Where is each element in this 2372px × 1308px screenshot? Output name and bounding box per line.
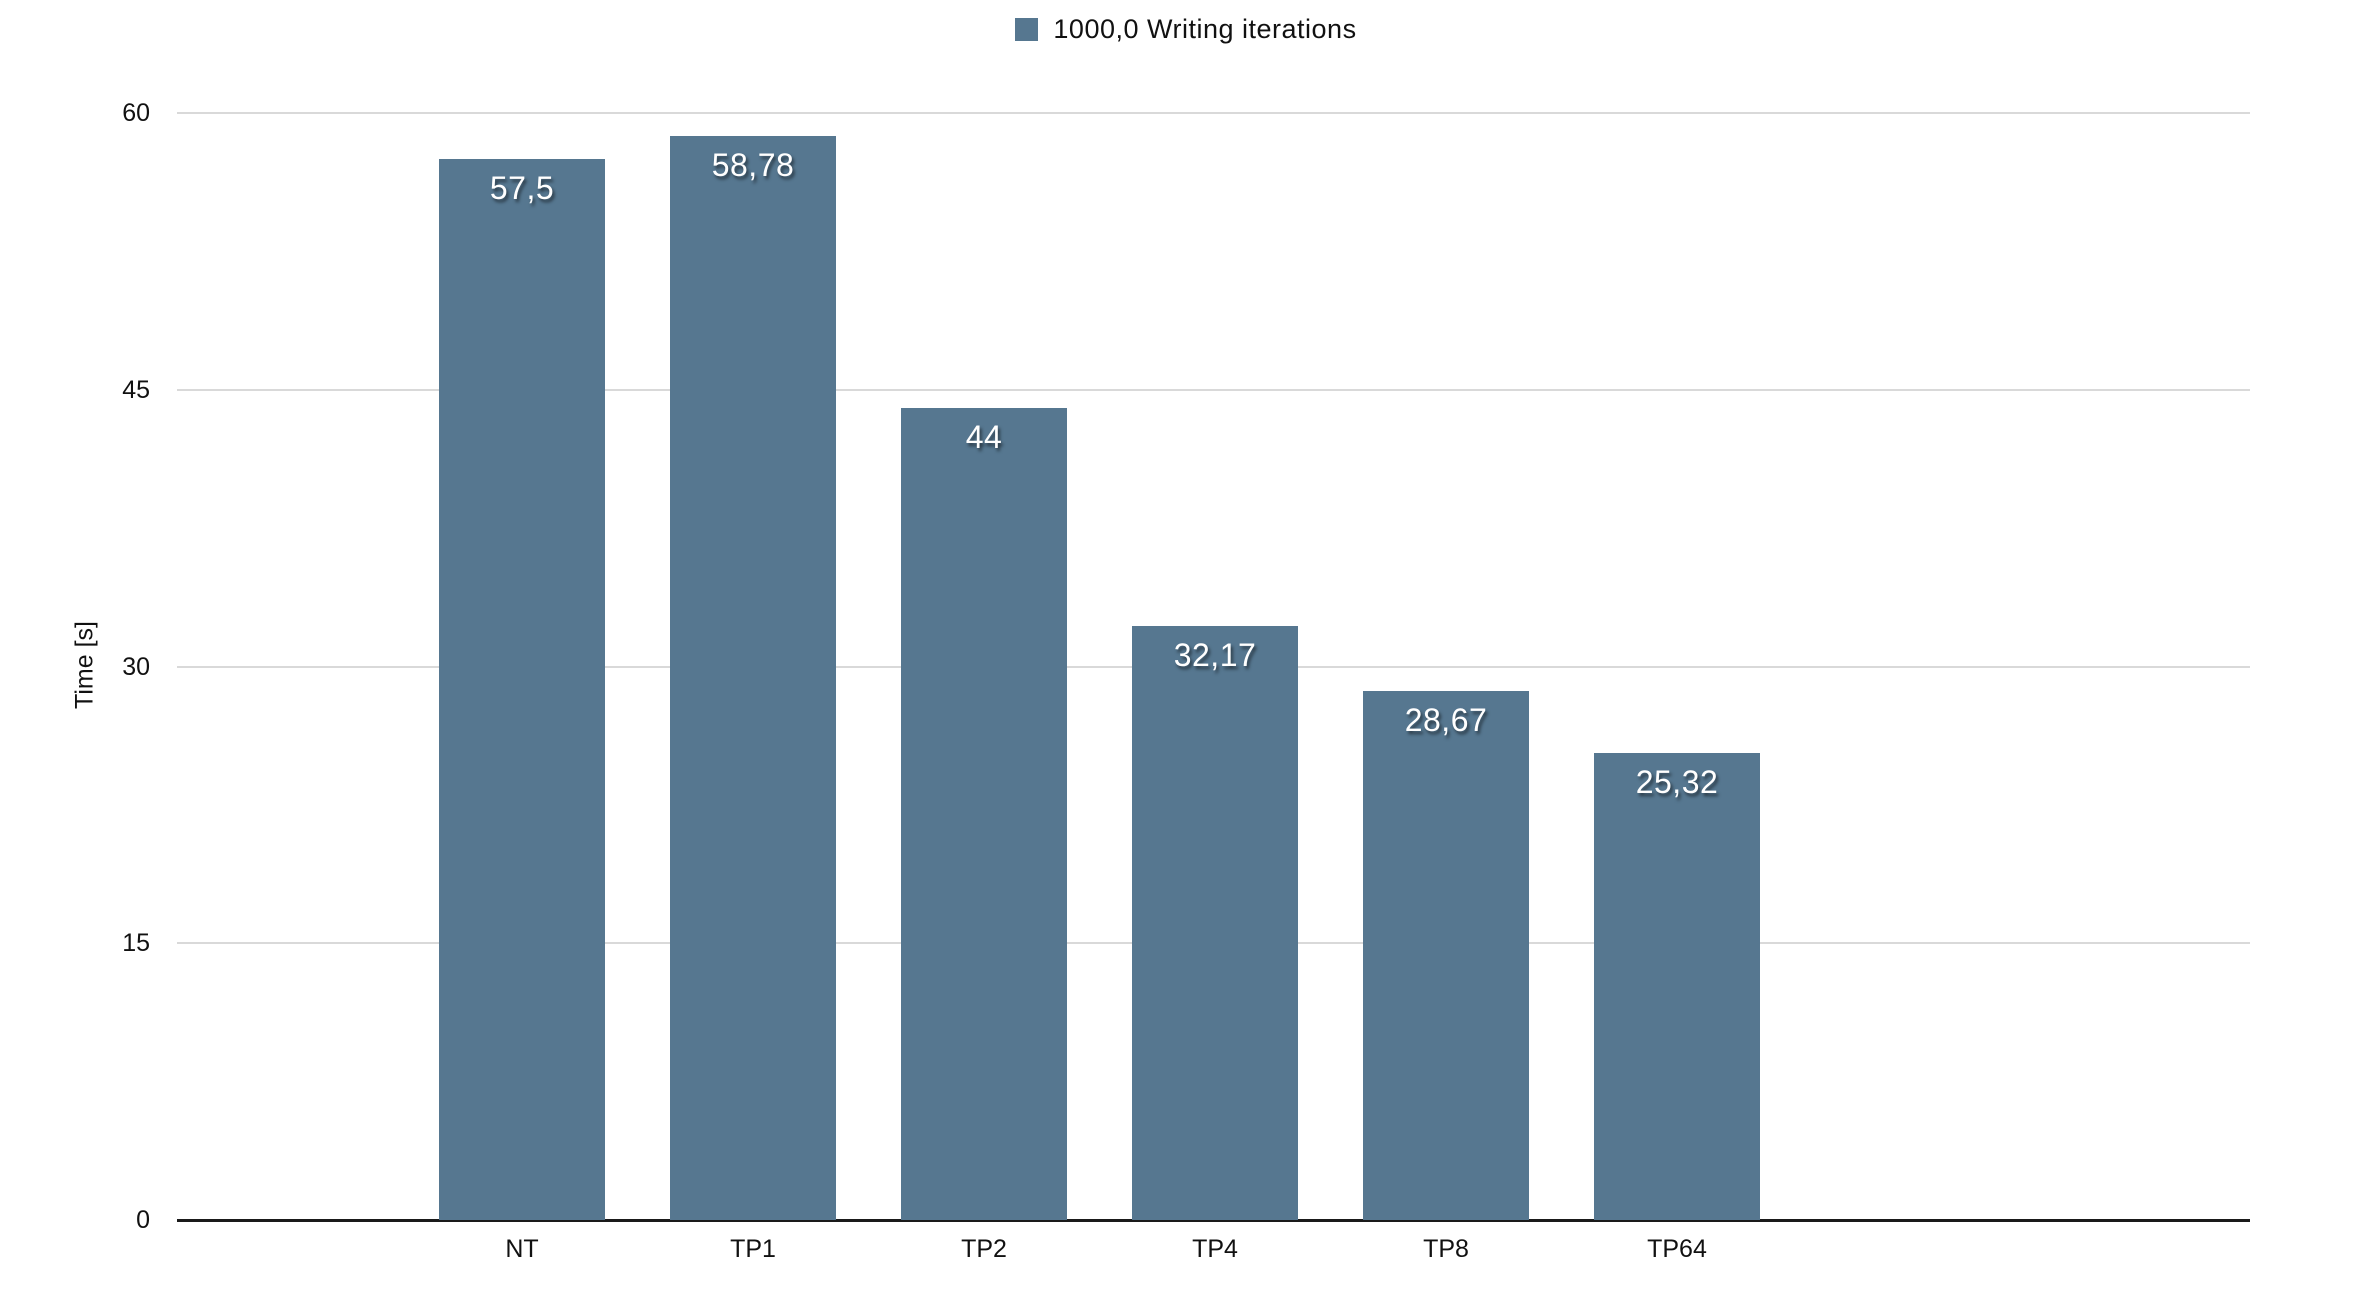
bar-tp1: 58,78 [670,135,836,1220]
plot-area: 57,5 58,78 44 32,17 28,67 25,32 [177,112,2250,1222]
y-tick-label-30: 30 [122,652,150,681]
bar-value-label-tp4: 32,17 [1173,637,1257,674]
x-category-label-tp64: TP64 [1647,1235,1707,1263]
y-tick-label-45: 45 [122,375,150,404]
x-category-label-nt: NT [505,1235,539,1263]
x-category-label-tp8: TP8 [1423,1235,1469,1263]
gridline-y-60 [177,112,2250,114]
bar-tp8: 28,67 [1363,691,1529,1220]
x-category-label-tp2: TP2 [961,1235,1007,1263]
bar-value-label-tp8: 28,67 [1404,702,1488,739]
bar-tp64: 25,32 [1594,752,1760,1220]
legend-label: 1000,0 Writing iterations [1053,14,1357,44]
legend-swatch-icon [1015,18,1039,41]
bar-value-label-nt: 57,5 [489,170,555,207]
x-category-label-tp4: TP4 [1192,1235,1238,1263]
y-tick-label-60: 60 [122,99,150,127]
bar-value-label-tp2: 44 [965,419,1003,456]
bar-value-label-tp1: 58,78 [711,146,795,183]
bar-tp2: 44 [901,408,1067,1220]
bar-value-label-tp64: 25,32 [1635,763,1719,800]
bar-nt: 57,5 [439,159,605,1220]
x-category-label-tp1: TP1 [730,1235,776,1263]
bar-tp4: 32,17 [1132,626,1298,1220]
y-tick-label-0: 0 [136,1206,150,1234]
gridline-y-45 [177,388,2250,391]
chart-legend: 1000,0 Writing iterations [0,14,2372,45]
x-axis-line [177,1219,2250,1222]
y-tick-label-15: 15 [122,929,150,958]
